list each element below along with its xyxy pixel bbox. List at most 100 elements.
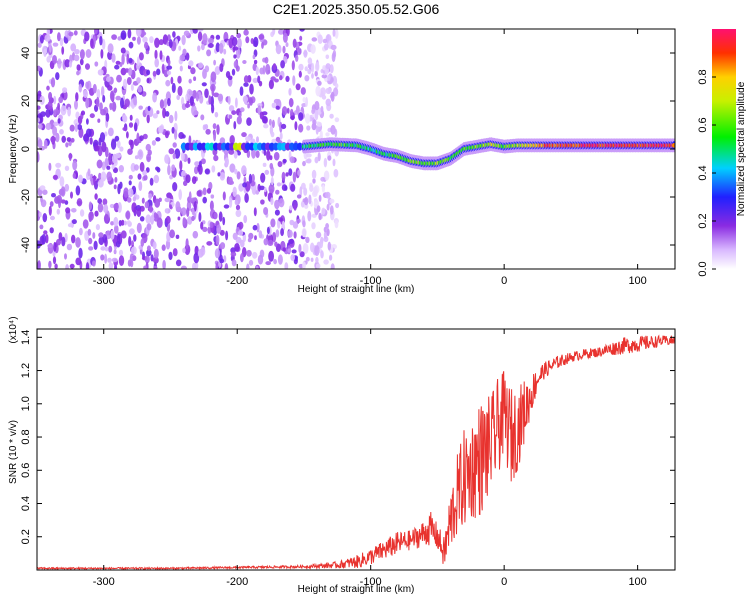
noise-blob: [102, 38, 106, 50]
noise-blob: [127, 188, 134, 198]
noise-blob: [135, 29, 142, 37]
noise-blob: [227, 95, 231, 105]
noise-blob: [74, 100, 78, 110]
noise-blob: [49, 227, 54, 234]
noise-blob: [57, 118, 61, 124]
noise-blob: [208, 37, 214, 44]
noise-blob: [99, 132, 106, 143]
noise-blob: [111, 153, 118, 164]
noise-blob: [306, 153, 312, 158]
noise-blob: [272, 63, 277, 71]
noise-blob: [154, 198, 161, 208]
noise-blob: [235, 209, 242, 218]
noise-blob: [104, 131, 108, 137]
noise-blob: [329, 113, 334, 119]
noise-blob: [190, 197, 197, 202]
noise-blob: [127, 148, 133, 155]
noise-blob: [289, 205, 293, 211]
noise-blob: [48, 260, 52, 269]
noise-blob: [299, 29, 305, 32]
noise-blob: [100, 49, 104, 59]
noise-blob: [58, 232, 63, 242]
noise-blob: [144, 41, 149, 50]
noise-blob: [270, 176, 274, 186]
snr-x-label: Height of straight line (km): [298, 584, 415, 595]
noise-blob: [129, 228, 135, 235]
noise-blob: [297, 169, 301, 176]
noise-blob: [210, 71, 217, 83]
noise-blob: [167, 164, 171, 176]
noise-blob: [88, 201, 92, 210]
noise-blob: [120, 97, 124, 109]
noise-blob: [236, 32, 242, 39]
noise-blob: [72, 172, 77, 179]
noise-blob: [268, 118, 272, 126]
noise-blob: [213, 59, 217, 66]
noise-blob: [117, 202, 122, 213]
noise-blob: [183, 30, 190, 37]
spectrogram-x-label: Height of straight line (km): [298, 284, 415, 295]
noise-blob: [211, 103, 215, 114]
noise-blob: [184, 103, 191, 108]
noise-blob: [334, 29, 339, 39]
noise-blob: [314, 70, 318, 77]
noise-blob: [299, 251, 305, 258]
snr-series-line: [37, 334, 675, 570]
noise-blob: [85, 262, 90, 269]
noise-blob: [162, 259, 166, 269]
noise-blob: [66, 243, 73, 251]
noise-blob: [214, 248, 220, 259]
noise-blob: [101, 161, 106, 171]
noise-blob: [257, 105, 262, 115]
noise-blob: [325, 54, 330, 60]
noise-blob: [238, 111, 242, 118]
noise-blob: [200, 114, 205, 121]
noise-blob: [320, 87, 326, 97]
noise-blob: [107, 257, 112, 263]
noise-blob: [298, 112, 304, 121]
noise-blob: [323, 259, 329, 265]
noise-blob: [46, 56, 51, 63]
noise-blob: [39, 185, 46, 191]
noise-blob: [327, 241, 331, 251]
noise-blob: [243, 176, 247, 184]
noise-blob: [166, 70, 172, 76]
noise-blob: [78, 83, 83, 93]
noise-blob: [73, 119, 80, 126]
noise-blob: [107, 85, 113, 91]
noise-blob: [156, 167, 161, 173]
noise-blob: [281, 171, 286, 181]
noise-blob: [306, 125, 311, 131]
noise-blob: [311, 222, 316, 230]
noise-blob: [303, 187, 308, 196]
noise-blob: [293, 231, 297, 239]
noise-blob: [137, 149, 144, 160]
noise-blob: [219, 242, 226, 250]
noise-blob: [119, 181, 123, 189]
noise-blob: [332, 29, 336, 37]
colorbar-tick-label: 0.6: [697, 117, 709, 132]
noise-blob: [95, 224, 100, 231]
noise-blob: [136, 132, 140, 143]
noise-blob: [174, 110, 178, 122]
noise-blob: [311, 37, 318, 42]
noise-blob: [243, 29, 249, 36]
noise-blob: [322, 38, 328, 44]
noise-blob: [185, 174, 191, 184]
noise-blob: [209, 221, 214, 228]
noise-blob: [108, 127, 114, 137]
noise-blob: [144, 255, 150, 264]
noise-blob: [302, 261, 306, 269]
noise-blob: [223, 204, 230, 209]
noise-blob: [275, 229, 280, 238]
noise-blob: [242, 60, 247, 64]
noise-blob: [69, 124, 75, 132]
noise-blob: [126, 197, 132, 203]
noise-blob: [83, 89, 88, 99]
noise-blob: [185, 238, 189, 250]
noise-blob: [275, 105, 280, 110]
noise-blob: [97, 198, 103, 204]
noise-blob: [271, 119, 275, 128]
noise-blob: [164, 131, 169, 139]
noise-blob: [254, 235, 257, 241]
